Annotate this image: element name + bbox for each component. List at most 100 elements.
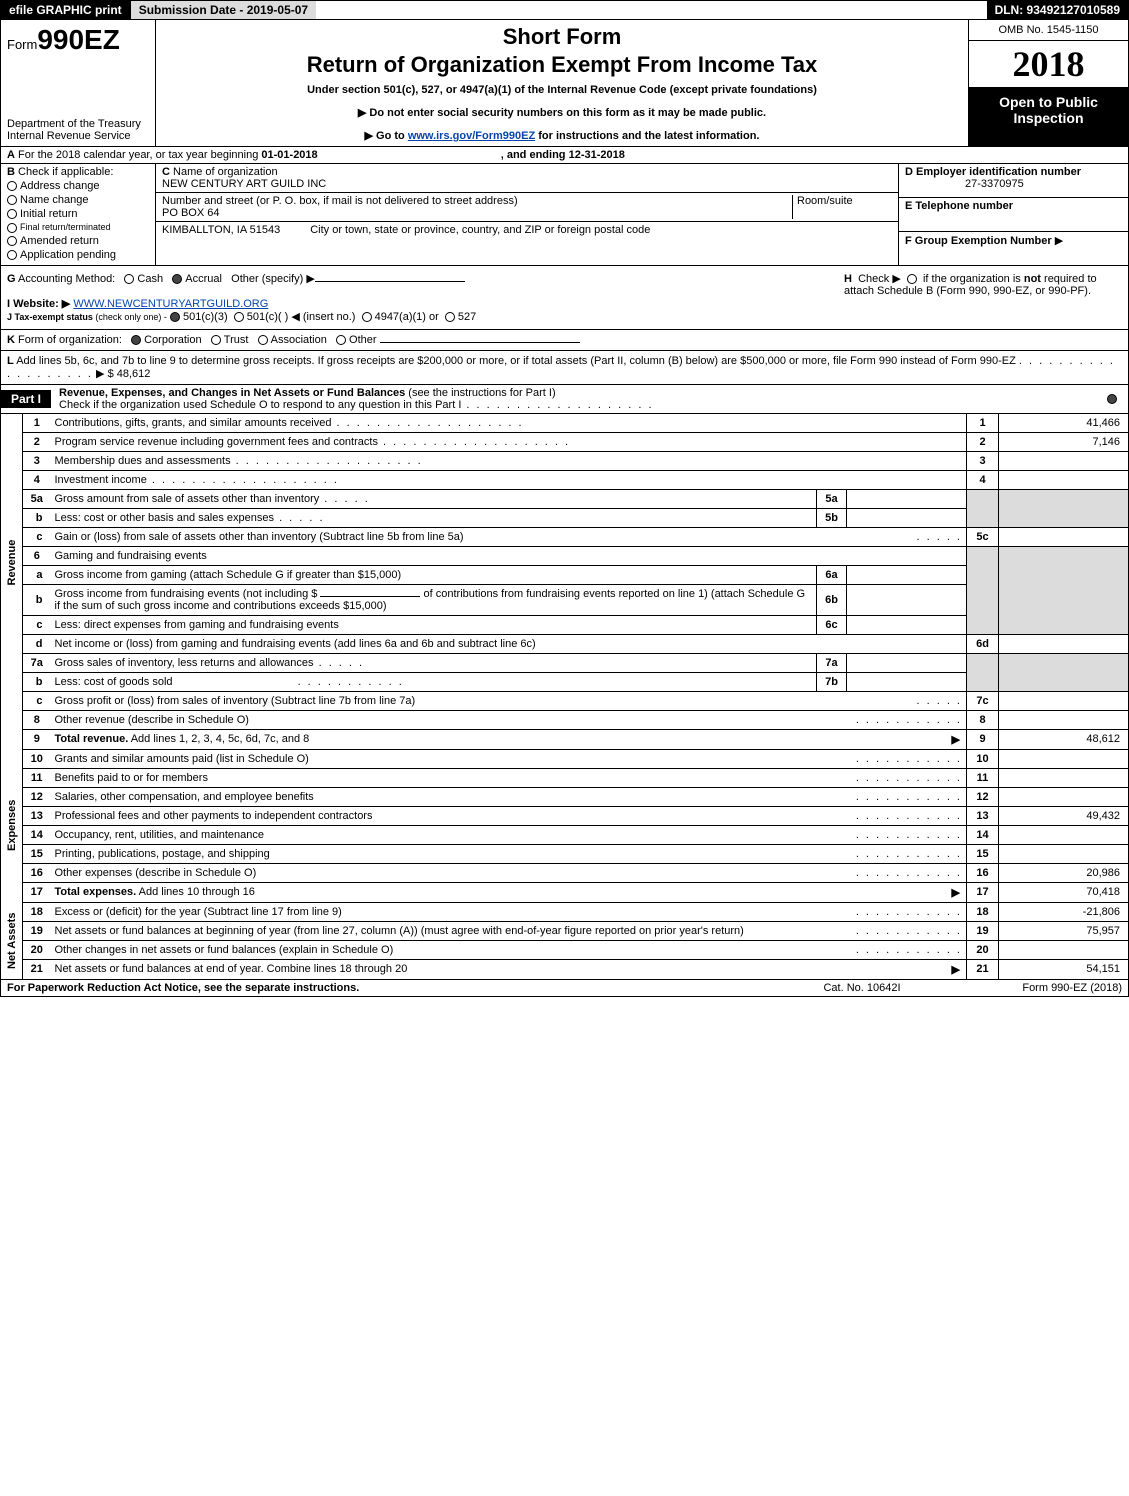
check-final-return[interactable]: Final return/terminated	[7, 222, 149, 233]
l5c-amt	[999, 527, 1129, 546]
l7c-amt	[999, 691, 1129, 710]
l5b-no: b	[23, 508, 51, 527]
c-label: C	[162, 166, 170, 178]
k-corp: Corporation	[144, 334, 201, 346]
j-501c-radio[interactable]	[234, 312, 244, 322]
l3-dots	[231, 455, 423, 467]
org-city: KIMBALLTON, IA 51543	[162, 224, 280, 263]
l1-num: 1	[967, 414, 999, 433]
l5c-dots	[916, 531, 962, 543]
c-addr-label: Number and street (or P. O. box, if mail…	[162, 195, 518, 207]
l7a-no: 7a	[23, 653, 51, 672]
l-amount: $ 48,612	[108, 368, 151, 380]
l18-no: 18	[23, 902, 51, 921]
c-name-label: Name of organization	[173, 166, 278, 178]
l14-desc: Occupancy, rent, utilities, and maintena…	[55, 829, 265, 841]
line-6b: b Gross income from fundraising events (…	[1, 584, 1129, 615]
h-not: not	[1024, 273, 1041, 285]
part1-title: Revenue, Expenses, and Changes in Net As…	[51, 385, 1098, 413]
topbar-spacer	[316, 1, 986, 19]
netassets-vlabel: Net Assets	[1, 902, 23, 979]
l16-desc: Other expenses (describe in Schedule O)	[55, 867, 257, 879]
section-a-mid: , and ending	[501, 149, 569, 161]
accrual-radio[interactable]	[172, 274, 182, 284]
k-corp-radio[interactable]	[131, 335, 141, 345]
check-amended-return[interactable]: Amended return	[7, 235, 149, 247]
l20-dots	[856, 944, 962, 956]
k-other-line[interactable]	[380, 342, 580, 343]
l1-dots	[331, 417, 523, 429]
other-line[interactable]	[315, 281, 465, 282]
j-501c3-radio[interactable]	[170, 312, 180, 322]
goto-link[interactable]: www.irs.gov/Form990EZ	[408, 130, 535, 142]
form-header: Form990EZ Department of the Treasury Int…	[0, 20, 1129, 147]
j-4947-radio[interactable]	[362, 312, 372, 322]
l6b-blank[interactable]	[320, 596, 420, 597]
check-initial-return[interactable]: Initial return	[7, 208, 149, 220]
l7b-dots	[293, 676, 404, 688]
l5a-dots	[319, 493, 370, 505]
l6b-mid: 6b	[817, 584, 847, 615]
section-c: C Name of organization NEW CENTURY ART G…	[156, 164, 898, 265]
l21-dots	[952, 963, 962, 976]
l17-num: 17	[967, 882, 999, 902]
website-url[interactable]: WWW.NEWCENTURYARTGUILD.ORG	[73, 298, 268, 310]
top-bar: efile GRAPHIC print Submission Date - 20…	[0, 0, 1129, 20]
f-label: F Group Exemption Number	[905, 235, 1052, 247]
omb-number: OMB No. 1545-1150	[969, 20, 1128, 41]
section-b-label: B	[7, 166, 15, 178]
j-label: J Tax-exempt status	[7, 312, 93, 322]
l15-num: 15	[967, 844, 999, 863]
check-address-change[interactable]: Address change	[7, 180, 149, 192]
l18-desc: Excess or (deficit) for the year (Subtra…	[55, 906, 342, 918]
header-left: Form990EZ Department of the Treasury Int…	[1, 20, 156, 146]
l3-amt	[999, 451, 1129, 470]
l6d-amt	[999, 634, 1129, 653]
j-527-radio[interactable]	[445, 312, 455, 322]
l16-amt: 20,986	[999, 863, 1129, 882]
form-number: Form990EZ	[7, 24, 149, 56]
k-assoc-radio[interactable]	[258, 335, 268, 345]
form-prefix: Form	[7, 37, 37, 52]
l5b-mid-amt	[847, 508, 967, 527]
l7c-desc: Gross profit or (loss) from sales of inv…	[55, 695, 416, 707]
l19-no: 19	[23, 921, 51, 940]
l21-num: 21	[967, 959, 999, 979]
c-city-label: City or town, state or province, country…	[310, 224, 650, 263]
l7c-num: 7c	[967, 691, 999, 710]
l19-dots	[856, 925, 962, 937]
row-gh: G Accounting Method: Cash Accrual Other …	[0, 266, 1129, 330]
j-opt1: 501(c)(3)	[183, 311, 228, 323]
l5-grey-amt	[999, 489, 1129, 527]
l7-grey-num	[967, 653, 999, 691]
part1-schedule-o-check[interactable]	[1107, 394, 1117, 404]
l17-desc: Total expenses.	[55, 886, 137, 898]
line-5b: b Less: cost or other basis and sales ex…	[1, 508, 1129, 527]
k-other-radio[interactable]	[336, 335, 346, 345]
line-20: 20 Other changes in net assets or fund b…	[1, 940, 1129, 959]
h-check[interactable]	[907, 274, 917, 284]
org-address-row: Number and street (or P. O. box, if mail…	[156, 193, 898, 222]
department-treasury: Department of the Treasury Internal Reve…	[7, 118, 149, 142]
goto-post: for instructions and the latest informat…	[535, 130, 759, 142]
check-name-change[interactable]: Name change	[7, 194, 149, 206]
l8-no: 8	[23, 710, 51, 729]
efile-print-button[interactable]: efile GRAPHIC print	[1, 1, 130, 19]
cash-radio[interactable]	[124, 274, 134, 284]
l8-num: 8	[967, 710, 999, 729]
l20-no: 20	[23, 940, 51, 959]
line-10: Expenses 10 Grants and similar amounts p…	[1, 749, 1129, 768]
org-address: PO BOX 64	[162, 207, 219, 219]
section-def: D Employer identification number 27-3370…	[898, 164, 1128, 265]
part1-title-bold: Revenue, Expenses, and Changes in Net As…	[59, 387, 405, 399]
short-form-title: Short Form	[166, 24, 958, 50]
k-trust-radio[interactable]	[211, 335, 221, 345]
l6a-mid-amt	[847, 565, 967, 584]
l10-desc: Grants and similar amounts paid (list in…	[55, 753, 309, 765]
line-18: Net Assets 18 Excess or (deficit) for th…	[1, 902, 1129, 921]
l7a-dots	[314, 657, 365, 669]
check-application-pending[interactable]: Application pending	[7, 249, 149, 261]
l13-desc: Professional fees and other payments to …	[55, 810, 373, 822]
l3-no: 3	[23, 451, 51, 470]
h-text2: if the organization is	[923, 273, 1024, 285]
